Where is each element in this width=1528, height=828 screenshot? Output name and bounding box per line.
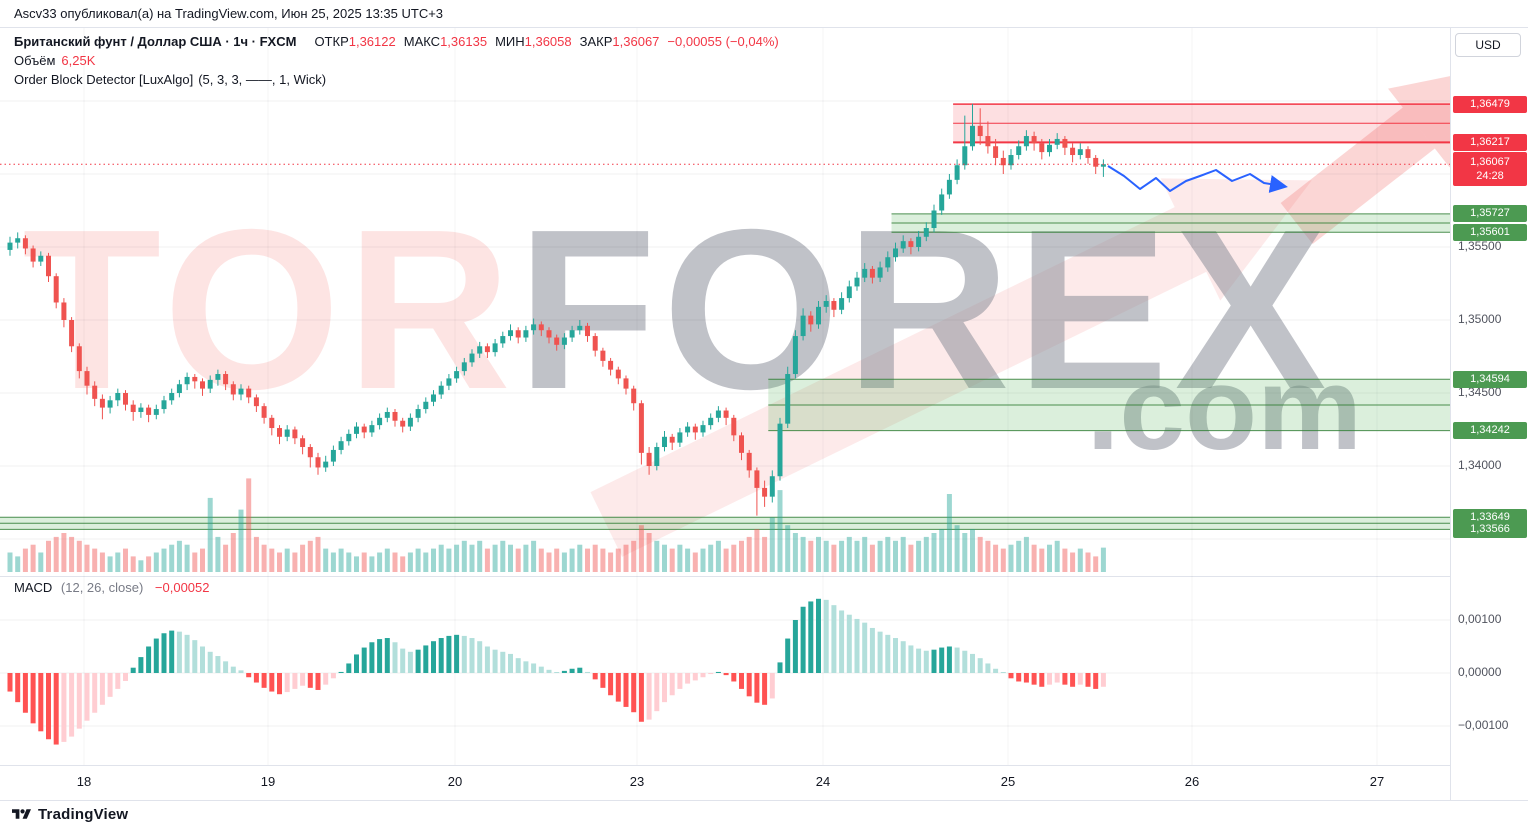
symbol-title[interactable]: Британский фунт / Доллар США · 1ч · FXCM xyxy=(14,34,297,49)
macd-name: MACD xyxy=(14,580,53,595)
footer-bar: TradingView xyxy=(0,800,1528,828)
main-chart-svg[interactable] xyxy=(0,28,1450,576)
chart-container[interactable]: TORFOREX .com Британский фунт / Доллар С… xyxy=(0,28,1528,800)
price-badge: 1,33566 xyxy=(1453,520,1527,538)
current-price-badge: 1,36067 24:28 xyxy=(1453,152,1527,187)
price-axis[interactable]: USD 1,35500 1,35000 1,34500 1,34000 0,00100 0… xyxy=(1450,28,1528,800)
price-badge: 1,34242 xyxy=(1453,422,1527,440)
watermark-text: TORFOREX xyxy=(22,196,1333,424)
time-axis-label: 27 xyxy=(1369,774,1385,789)
change-value: −0,00055 (−0,04%) xyxy=(667,34,779,49)
time-axis-label: 18 xyxy=(76,774,92,789)
price-badge: 1,35601 xyxy=(1453,223,1527,241)
indicator-legend-row[interactable]: Order Block Detector [LuxAlgo] (5, 3, 3,… xyxy=(14,72,779,90)
price-badge: 1,36479 xyxy=(1453,95,1527,113)
ohlc-high-label: МАКС xyxy=(403,34,441,49)
price-badge: 1,36217 xyxy=(1453,133,1527,151)
watermark-forex: FOREX xyxy=(517,183,1333,437)
publish-bar: Ascv33 опубликовал(а) на TradingView.com… xyxy=(0,0,1528,28)
macd-params: (12, 26, close) xyxy=(60,580,144,595)
macd-axis-label: 0,00100 xyxy=(1458,612,1502,626)
watermark-tor: TOR xyxy=(22,183,518,437)
ohlc-close-value: 1,36067 xyxy=(612,34,660,49)
time-axis-label: 20 xyxy=(447,774,463,789)
watermark: TORFOREX .com xyxy=(0,28,1450,765)
time-axis[interactable]: 18 19 20 23 24 25 26 27 xyxy=(0,765,1450,800)
ohlc-close-label: ЗАКР xyxy=(579,34,613,49)
tradingview-brand[interactable]: TradingView xyxy=(38,806,129,823)
ohlc-high-value: 1,36135 xyxy=(440,34,488,49)
tradingview-logo-icon[interactable] xyxy=(12,806,31,823)
watermark-com: .com xyxy=(1087,350,1362,468)
ohlc-low-value: 1,36058 xyxy=(524,34,572,49)
chart-legend: Британский фунт / Доллар США · 1ч · FXCM… xyxy=(14,34,779,91)
indicator-name: Order Block Detector [LuxAlgo] xyxy=(14,72,194,87)
time-axis-label: 19 xyxy=(260,774,276,789)
macd-legend-row[interactable]: MACD (12, 26, close) −0,00052 xyxy=(14,580,210,595)
volume-legend-row[interactable]: Объём 6,25K xyxy=(14,53,779,71)
price-axis-label: 1,34500 xyxy=(1458,385,1502,399)
time-axis-label: 26 xyxy=(1184,774,1200,789)
ohlc-low-label: МИН xyxy=(495,34,525,49)
indicator-params: (5, 3, 3, ——, 1, Wick) xyxy=(198,72,327,87)
price-badge: 1,35727 xyxy=(1453,205,1527,223)
price-axis-label: 1,35500 xyxy=(1458,239,1502,253)
macd-pane-svg[interactable] xyxy=(0,576,1450,765)
price-badge: 1,34594 xyxy=(1453,370,1527,388)
price-axis-label: 1,35000 xyxy=(1458,312,1502,326)
publish-text: Ascv33 опубликовал(а) на TradingView.com… xyxy=(14,6,444,21)
macd-value: −0,00052 xyxy=(154,580,210,595)
ohlc-open-label: ОТКР xyxy=(314,34,349,49)
time-axis-label: 25 xyxy=(1000,774,1016,789)
time-axis-label: 23 xyxy=(629,774,645,789)
volume-label: Объём xyxy=(14,53,56,68)
time-axis-label: 24 xyxy=(815,774,831,789)
symbol-legend-row[interactable]: Британский фунт / Доллар США · 1ч · FXCM… xyxy=(14,34,779,52)
macd-axis-label: 0,00000 xyxy=(1458,665,1502,679)
macd-axis-label: −0,00100 xyxy=(1458,718,1509,732)
currency-toggle-button[interactable]: USD xyxy=(1455,33,1521,57)
ohlc-open-value: 1,36122 xyxy=(348,34,396,49)
volume-value: 6,25K xyxy=(61,53,96,68)
price-axis-label: 1,34000 xyxy=(1458,458,1502,472)
